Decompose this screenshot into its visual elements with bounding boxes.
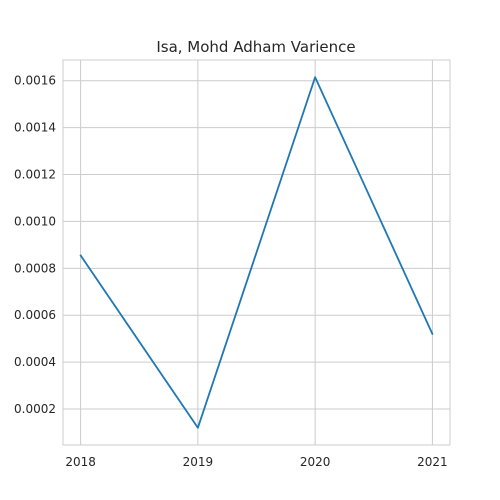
- y-tick-label: 0.0010: [14, 214, 56, 228]
- grid-layer: [63, 60, 450, 445]
- x-tick-label: 2021: [417, 455, 448, 469]
- chart-title: Isa, Mohd Adham Varience: [156, 38, 355, 56]
- y-tick-label: 0.0002: [14, 402, 56, 416]
- x-tick-label: 2018: [65, 455, 96, 469]
- y-tick-label: 0.0008: [14, 261, 56, 275]
- y-tick-label: 0.0006: [14, 308, 56, 322]
- y-tick-label: 0.0014: [14, 121, 56, 135]
- x-tick-label: 2020: [300, 455, 331, 469]
- y-tick-label: 0.0012: [14, 168, 56, 182]
- y-tick-label: 0.0016: [14, 74, 56, 88]
- x-tick-label: 2019: [183, 455, 214, 469]
- tick-layer: 2018 2019 2020 2021 0.0002 0.0004 0.0006 0.0008…: [14, 74, 448, 469]
- series-layer: [79, 76, 434, 429]
- series-line: [79, 76, 434, 429]
- y-tick-label: 0.0004: [14, 355, 56, 369]
- plot-frame: [62, 59, 451, 446]
